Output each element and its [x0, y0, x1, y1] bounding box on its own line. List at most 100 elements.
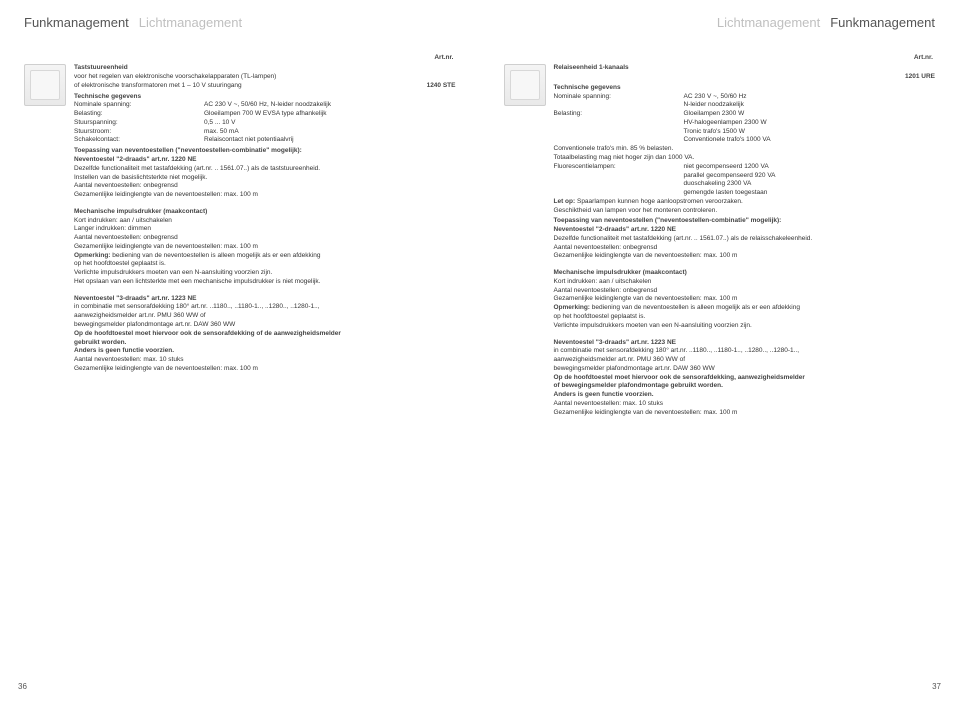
spec-value: Gloeilampen 700 W EVSA type afhankelijk — [204, 110, 456, 119]
spec-value: Gloeilampen 2300 W — [684, 110, 936, 119]
mech-line: Gezamenlijke leidinglengte van de nevent… — [554, 295, 936, 304]
mech-line: Verlichte impulsdrukkers moeten van een … — [74, 269, 456, 278]
mech-line: Gezamenlijke leidinglengte van de nevent… — [74, 243, 456, 252]
nev3-line: Aantal neventoestellen: max. 10 stuks — [554, 400, 936, 409]
product-thumb — [504, 64, 546, 417]
nev3-line: bewegingsmelder plafondmontage art.nr. D… — [554, 365, 936, 374]
spec-value: max. 50 mA — [204, 128, 456, 137]
mech-line: Verlichte impulsdrukkers moeten van een … — [554, 322, 936, 331]
note-text: bediening van de neventoestellen is alle… — [590, 304, 800, 311]
nev2-line: Dezelfde functionaliteit met tastafdekki… — [554, 235, 936, 244]
spec-key — [554, 136, 684, 145]
spec-value: Relaiscontact niet potentiaalvrij — [204, 136, 456, 145]
spec-key — [554, 128, 684, 137]
mech-line: op het hoofdtoestel geplaatst is. — [74, 260, 456, 269]
mech-line: Aantal neventoestellen: onbegrensd — [74, 234, 456, 243]
spec-row: Nominale spanning:AC 230 V ~, 50/60 Hz, … — [74, 101, 456, 110]
header-word-a: Funkmanagement — [24, 14, 129, 32]
spec-value: Tronic trafo's 1500 W — [684, 128, 936, 137]
header-word-b: Funkmanagement — [830, 14, 935, 32]
spec-value: N-leider noodzakelijk — [684, 101, 936, 110]
nev2-line: Gezamenlijke leidinglengte van de nevent… — [74, 191, 456, 200]
artnr-label: Art.nr. — [504, 54, 936, 63]
title-row: Relaiseenheid 1-kanaals — [554, 64, 936, 73]
spec-value: Conventionele trafo's 1000 VA — [684, 136, 936, 145]
nev3-head: Neventoestel "3-draads" art.nr. 1223 NE — [554, 339, 936, 348]
mech-line: Opmerking: bediening van de neventoestel… — [554, 304, 936, 313]
tech-head: Technische gegevens — [554, 84, 936, 93]
nev2-head: Neventoestel "2-draads" art.nr. 1220 NE — [554, 226, 936, 235]
letop-label: Let op: — [554, 198, 576, 205]
product-thumb — [24, 64, 66, 373]
spec-row: Stuurspanning:0,5 ... 10 V — [74, 119, 456, 128]
nev2-head: Neventoestel "2-draads" art.nr. 1220 NE — [74, 156, 456, 165]
right-body: Relaiseenheid 1-kanaals 1201 URE Technis… — [504, 64, 936, 417]
spec-row: Belasting:Gloeilampen 700 W EVSA type af… — [74, 110, 456, 119]
left-page: Funkmanagement Lichtmanagement Art.nr. T… — [0, 0, 480, 701]
spec-key: Schakelcontact: — [74, 136, 204, 145]
spec-key: Stuurstroom: — [74, 128, 204, 137]
spec-row: Conventionele trafo's 1000 VA — [554, 136, 936, 145]
nev3-line: in combinatie met sensorafdekking 180° a… — [554, 347, 936, 356]
nev2-line: Aantal neventoestellen: onbegrensd — [554, 244, 936, 253]
spec-row: N-leider noodzakelijk — [554, 101, 936, 110]
nev2-line: Dezelfde functionaliteit met tastafdekki… — [74, 165, 456, 174]
mech-line: Kort indrukken: aan / uitschakelen — [74, 217, 456, 226]
header-word-b: Lichtmanagement — [139, 14, 242, 32]
spec-row: gemengde lasten toegestaan — [554, 189, 936, 198]
spec-key — [554, 119, 684, 128]
spec-row: Stuurstroom:max. 50 mA — [74, 128, 456, 137]
header-word-a: Lichtmanagement — [717, 14, 820, 32]
spec-value: duoschakeling 2300 VA — [684, 180, 936, 189]
spec-key: Fluorescentielampen: — [554, 163, 684, 172]
letop-line: Let op: Spaarlampen kunnen hoge aanloops… — [554, 198, 936, 207]
page-number: 36 — [18, 682, 27, 693]
fluor-list: Fluorescentielampen:niet gecompenseerd 1… — [554, 163, 936, 198]
nev2-line: Aantal neventoestellen: onbegrensd — [74, 182, 456, 191]
spec-row: Fluorescentielampen:niet gecompenseerd 1… — [554, 163, 936, 172]
product-title: Relaiseenheid 1-kanaals — [554, 64, 629, 73]
mech-line: Aantal neventoestellen: onbegrensd — [554, 287, 936, 296]
spec-row: parallel gecompenseerd 920 VA — [554, 172, 936, 181]
mech-line: op het hoofdtoestel geplaatst is. — [554, 313, 936, 322]
application-head: Toepassing van neventoestellen ("nevento… — [554, 217, 936, 226]
spec-row: duoschakeling 2300 VA — [554, 180, 936, 189]
product-image-placeholder — [24, 64, 66, 106]
note-label: Opmerking: — [74, 252, 110, 259]
nev3-line: Aantal neventoestellen: max. 10 stuks — [74, 356, 456, 365]
nev3-line: Anders is geen functie voorzien. — [74, 347, 456, 356]
left-header: Funkmanagement Lichtmanagement — [24, 14, 456, 32]
body-line: Conventionele trafo's min. 85 % belasten… — [554, 145, 936, 154]
note-label: Opmerking: — [554, 304, 590, 311]
spec-value: HV-halogeenlampen 2300 W — [684, 119, 936, 128]
left-body: Taststuureenheid voor het regelen van el… — [24, 64, 456, 373]
nev2-line: Instellen van de basislichtsterkte niet … — [74, 174, 456, 183]
spec-value: AC 230 V ~, 50/60 Hz — [684, 93, 936, 102]
spec-value: gemengde lasten toegestaan — [684, 189, 936, 198]
spec-row: HV-halogeenlampen 2300 W — [554, 119, 936, 128]
body-line: Geschiktheid van lampen voor het montere… — [554, 207, 936, 216]
spec-row: Schakelcontact:Relaiscontact niet potent… — [74, 136, 456, 145]
spec-key: Belasting: — [554, 110, 684, 119]
mech-line: Langer indrukken: dimmen — [74, 225, 456, 234]
nev3-line: gebruikt worden. — [74, 339, 456, 348]
letop-text: Spaarlampen kunnen hoge aanloopstromen v… — [575, 198, 743, 205]
mech-head: Mechanische impulsdrukker (maakcontact) — [554, 269, 936, 278]
spec-row: Tronic trafo's 1500 W — [554, 128, 936, 137]
nev3-line: aanwezigheidsmelder art.nr. PMU 360 WW o… — [74, 312, 456, 321]
mech-head: Mechanische impulsdrukker (maakcontact) — [74, 208, 456, 217]
right-content: Relaiseenheid 1-kanaals 1201 URE Technis… — [554, 64, 936, 417]
specs-list: Nominale spanning:AC 230 V ~, 50/60 HzN-… — [554, 93, 936, 146]
tech-head: Technische gegevens — [74, 93, 456, 102]
artnr-label: Art.nr. — [24, 54, 456, 63]
nev3-line: Anders is geen functie voorzien. — [554, 391, 936, 400]
nev2-line: Gezamenlijke leidinglengte van de nevent… — [554, 252, 936, 261]
spec-key — [554, 180, 684, 189]
catalog-spread: Funkmanagement Lichtmanagement Art.nr. T… — [0, 0, 959, 701]
application-head: Toepassing van neventoestellen ("nevento… — [74, 147, 456, 156]
nev3-line: Gezamenlijke leidinglengte van de nevent… — [74, 365, 456, 374]
spec-key: Stuurspanning: — [74, 119, 204, 128]
right-page: Lichtmanagement Funkmanagement Art.nr. R… — [480, 0, 959, 701]
nev3-line: aanwezigheidsmelder art.nr. PMU 360 WW o… — [554, 356, 936, 365]
nev3-line: bewegingsmelder plafondmontage art.nr. D… — [74, 321, 456, 330]
